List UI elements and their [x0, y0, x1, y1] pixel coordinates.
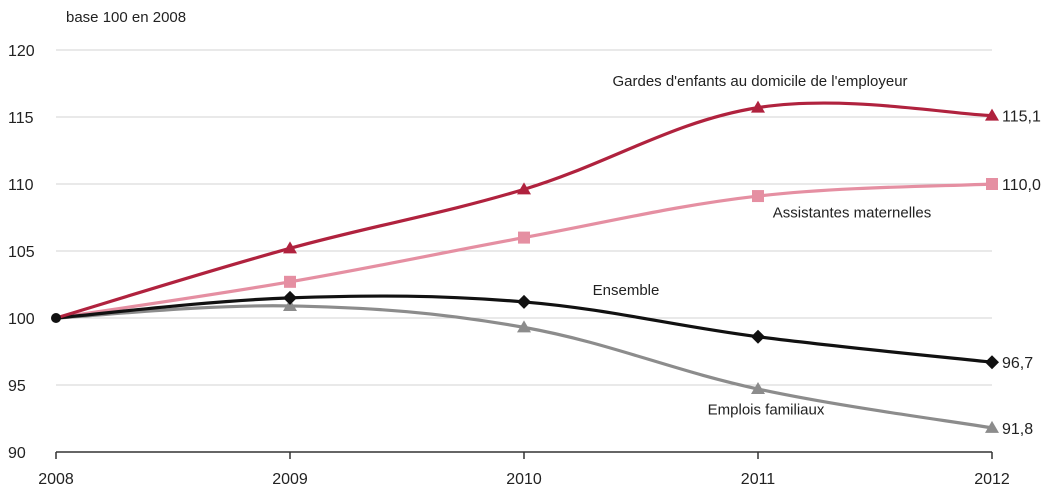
series-lines [51, 100, 999, 433]
data-point-assistantes-maternelles [284, 275, 296, 288]
series-label-emplois-familiaux: Emplois familiaux [708, 401, 825, 418]
y-tick-label: 100 [8, 311, 35, 328]
gridlines [56, 49, 992, 386]
y-tick-label: 120 [8, 43, 35, 60]
x-tick-label: 2008 [38, 471, 74, 488]
series-label-gardes-enfants: Gardes d'enfants au domicile de l'employ… [612, 73, 907, 90]
data-point-emplois-familiaux [985, 420, 999, 433]
data-point-assistantes-maternelles [986, 178, 998, 190]
data-point-gardes-enfants [517, 182, 531, 195]
series-emplois-familiaux [54, 298, 999, 433]
series-label-ensemble: Ensemble [593, 282, 660, 299]
data-point-emplois-familiaux [517, 320, 531, 333]
y-tick-label: 95 [8, 378, 26, 395]
x-tick-label: 2012 [974, 471, 1010, 488]
series-labels: Gardes d'enfants au domicile de l'employ… [593, 73, 932, 418]
series-ensemble [54, 290, 999, 370]
data-point-ensemble [517, 294, 531, 309]
data-point-assistantes-maternelles [752, 190, 764, 203]
x-tick-label: 2011 [741, 471, 776, 488]
x-tick-label: 2010 [506, 471, 542, 488]
data-point-ensemble [751, 329, 765, 344]
x-tick-labels: 2008 2009 2010 2011 2012 [38, 452, 1010, 488]
data-point-gardes-enfants [985, 108, 999, 121]
series-label-assistantes-maternelles: Assistantes maternelles [773, 205, 931, 222]
series-gardes-enfants [54, 100, 999, 320]
data-point-gardes-enfants [283, 241, 297, 254]
y-tick-labels: 90 95 100 105 110 115 120 [8, 43, 35, 462]
end-label-ensemble: 96,7 [1002, 355, 1033, 372]
x-tick-label: 2009 [272, 471, 308, 488]
end-value-labels: 115,1 110,0 96,7 91,8 [1002, 109, 1041, 438]
end-label-gardes-enfants: 115,1 [1002, 109, 1041, 126]
origin-point [51, 313, 61, 323]
y-tick-label: 110 [8, 177, 34, 194]
data-point-emplois-familiaux [283, 298, 297, 311]
y-tick-label: 115 [8, 110, 34, 127]
end-label-assistantes-maternelles: 110,0 [1002, 177, 1041, 194]
data-point-ensemble [283, 290, 297, 305]
series-assistantes-maternelles [54, 178, 998, 320]
end-label-emplois-familiaux: 91,8 [1002, 421, 1033, 438]
data-point-gardes-enfants [751, 100, 765, 113]
y-tick-label: 105 [8, 244, 35, 261]
y-tick-label: 90 [8, 445, 26, 462]
y-axis-label: base 100 en 2008 [66, 9, 186, 26]
data-point-assistantes-maternelles [518, 231, 530, 244]
data-point-emplois-familiaux [751, 382, 765, 395]
data-point-ensemble [985, 355, 999, 370]
